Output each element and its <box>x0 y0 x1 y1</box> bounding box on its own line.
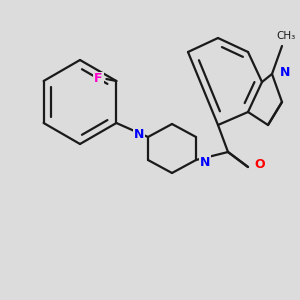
Text: N: N <box>200 155 210 169</box>
Text: O: O <box>255 158 265 172</box>
Text: CH₃: CH₃ <box>276 31 296 41</box>
Text: N: N <box>280 65 290 79</box>
Text: N: N <box>134 128 144 142</box>
Text: F: F <box>94 73 103 85</box>
